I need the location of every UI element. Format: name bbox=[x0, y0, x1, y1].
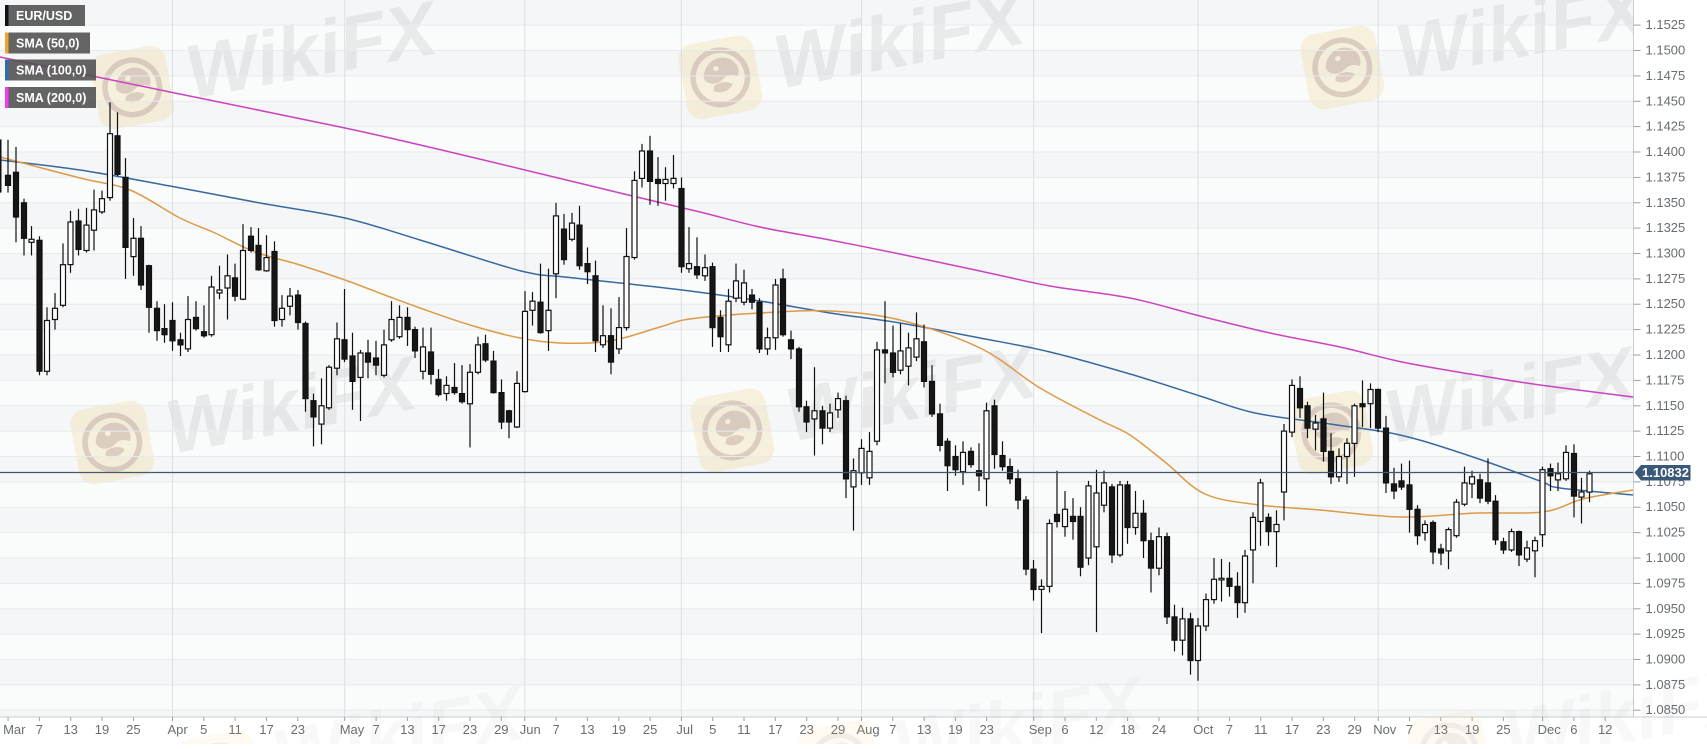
svg-text:Jul: Jul bbox=[676, 722, 693, 737]
svg-text:1.1150: 1.1150 bbox=[1646, 398, 1685, 413]
svg-text:1.1425: 1.1425 bbox=[1646, 119, 1686, 134]
svg-text:1.0975: 1.0975 bbox=[1646, 575, 1686, 590]
svg-text:1.1225: 1.1225 bbox=[1646, 322, 1686, 337]
svg-text:Oct: Oct bbox=[1193, 722, 1214, 737]
svg-text:17: 17 bbox=[1285, 722, 1299, 737]
svg-text:13: 13 bbox=[580, 722, 594, 737]
svg-text:1.1025: 1.1025 bbox=[1646, 525, 1686, 540]
svg-text:1.0925: 1.0925 bbox=[1646, 626, 1686, 641]
svg-text:11: 11 bbox=[737, 722, 751, 737]
svg-text:1.1100: 1.1100 bbox=[1646, 449, 1685, 464]
svg-text:1.1050: 1.1050 bbox=[1646, 499, 1686, 514]
svg-text:24: 24 bbox=[1152, 722, 1166, 737]
svg-text:7: 7 bbox=[552, 722, 559, 737]
svg-text:SMA (100,0): SMA (100,0) bbox=[16, 64, 86, 78]
svg-text:17: 17 bbox=[768, 722, 782, 737]
svg-text:1.1125: 1.1125 bbox=[1646, 423, 1685, 438]
svg-text:SMA (50,0): SMA (50,0) bbox=[16, 37, 79, 51]
svg-text:1.1375: 1.1375 bbox=[1646, 169, 1686, 184]
svg-text:EUR/USD: EUR/USD bbox=[16, 9, 72, 23]
svg-text:19: 19 bbox=[95, 722, 109, 737]
svg-text:1.1450: 1.1450 bbox=[1646, 93, 1686, 108]
svg-text:29: 29 bbox=[1347, 722, 1361, 737]
svg-text:Mar: Mar bbox=[3, 722, 26, 737]
svg-text:1.1275: 1.1275 bbox=[1646, 271, 1686, 286]
svg-text:11: 11 bbox=[1254, 722, 1268, 737]
svg-text:1.1350: 1.1350 bbox=[1646, 195, 1686, 210]
svg-text:25: 25 bbox=[643, 722, 657, 737]
svg-text:1.1400: 1.1400 bbox=[1646, 144, 1686, 159]
svg-text:7: 7 bbox=[1226, 722, 1233, 737]
svg-text:Nov: Nov bbox=[1373, 722, 1397, 737]
svg-text:13: 13 bbox=[63, 722, 77, 737]
svg-text:1.0950: 1.0950 bbox=[1646, 601, 1686, 616]
svg-text:1.1250: 1.1250 bbox=[1646, 296, 1686, 311]
svg-text:Apr: Apr bbox=[168, 722, 189, 737]
svg-text:1.10832: 1.10832 bbox=[1642, 465, 1689, 480]
svg-text:1.1000: 1.1000 bbox=[1646, 550, 1686, 565]
svg-text:5: 5 bbox=[709, 722, 716, 737]
svg-text:1.1500: 1.1500 bbox=[1646, 43, 1686, 58]
svg-text:5: 5 bbox=[200, 722, 207, 737]
svg-text:1.1300: 1.1300 bbox=[1646, 246, 1686, 261]
svg-text:1.1475: 1.1475 bbox=[1646, 68, 1686, 83]
svg-text:SMA (200,0): SMA (200,0) bbox=[16, 91, 86, 105]
svg-text:25: 25 bbox=[126, 722, 140, 737]
svg-text:7: 7 bbox=[36, 722, 43, 737]
svg-text:23: 23 bbox=[1316, 722, 1330, 737]
svg-text:1.1200: 1.1200 bbox=[1646, 347, 1686, 362]
svg-text:19: 19 bbox=[612, 722, 626, 737]
svg-text:1.1325: 1.1325 bbox=[1646, 220, 1686, 235]
svg-text:1.1525: 1.1525 bbox=[1646, 17, 1686, 32]
svg-text:1.1175: 1.1175 bbox=[1646, 372, 1685, 387]
